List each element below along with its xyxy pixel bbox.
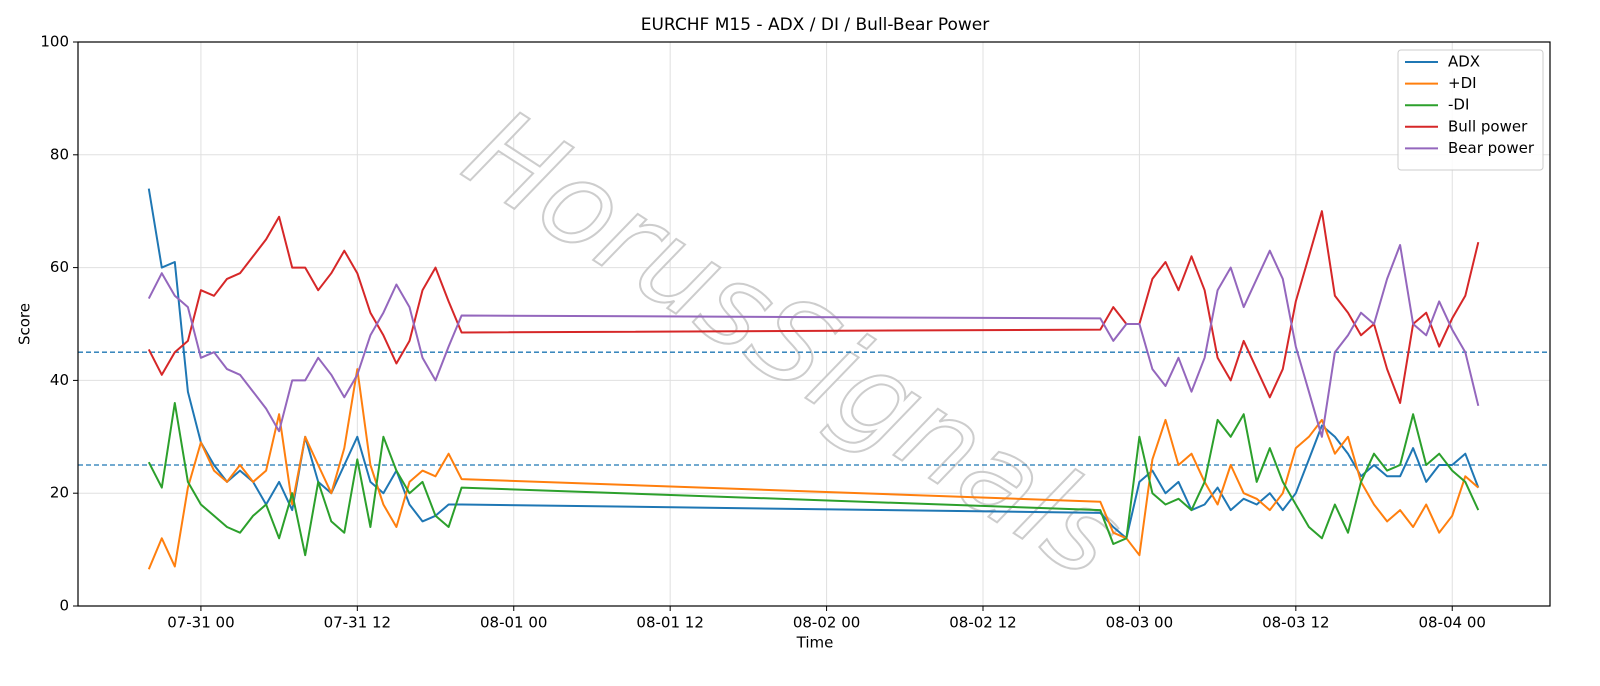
- chart-title: EURCHF M15 - ADX / DI / Bull-Bear Power: [641, 15, 990, 35]
- legend-label: -DI: [1448, 96, 1469, 114]
- legend-label: +DI: [1448, 74, 1477, 92]
- watermark: HorusSignals: [443, 83, 1145, 604]
- x-tick-label: 08-01 00: [480, 614, 547, 632]
- x-tick-label: 07-31 12: [324, 614, 391, 632]
- x-tick-label: 08-03 00: [1106, 614, 1173, 632]
- y-tick-label: 60: [50, 258, 69, 276]
- plot-frame: [77, 41, 1551, 607]
- y-tick-label: 20: [50, 484, 69, 502]
- x-tick-label: 08-04 00: [1419, 614, 1486, 632]
- y-tick-label: 100: [40, 33, 69, 51]
- legend-label: Bear power: [1448, 139, 1535, 157]
- y-tick-label: 80: [50, 145, 69, 163]
- legend-box: [1397, 49, 1544, 171]
- x-tick-label: 07-31 00: [167, 614, 234, 632]
- y-tick-label: 40: [50, 371, 69, 389]
- y-tick-label: 0: [59, 597, 69, 615]
- x-tick-label: 08-02 12: [949, 614, 1016, 632]
- y-axis-label: Score: [16, 303, 34, 345]
- x-axis-label: Time: [796, 634, 834, 652]
- legend-label: ADX: [1448, 53, 1480, 71]
- series-line: [147, 244, 1480, 438]
- x-tick-label: 08-01 12: [636, 614, 703, 632]
- series-line: [147, 402, 1480, 557]
- legend-label: Bull power: [1448, 117, 1528, 135]
- x-tick-label: 08-03 12: [1262, 614, 1329, 632]
- x-tick-label: 08-02 00: [793, 614, 860, 632]
